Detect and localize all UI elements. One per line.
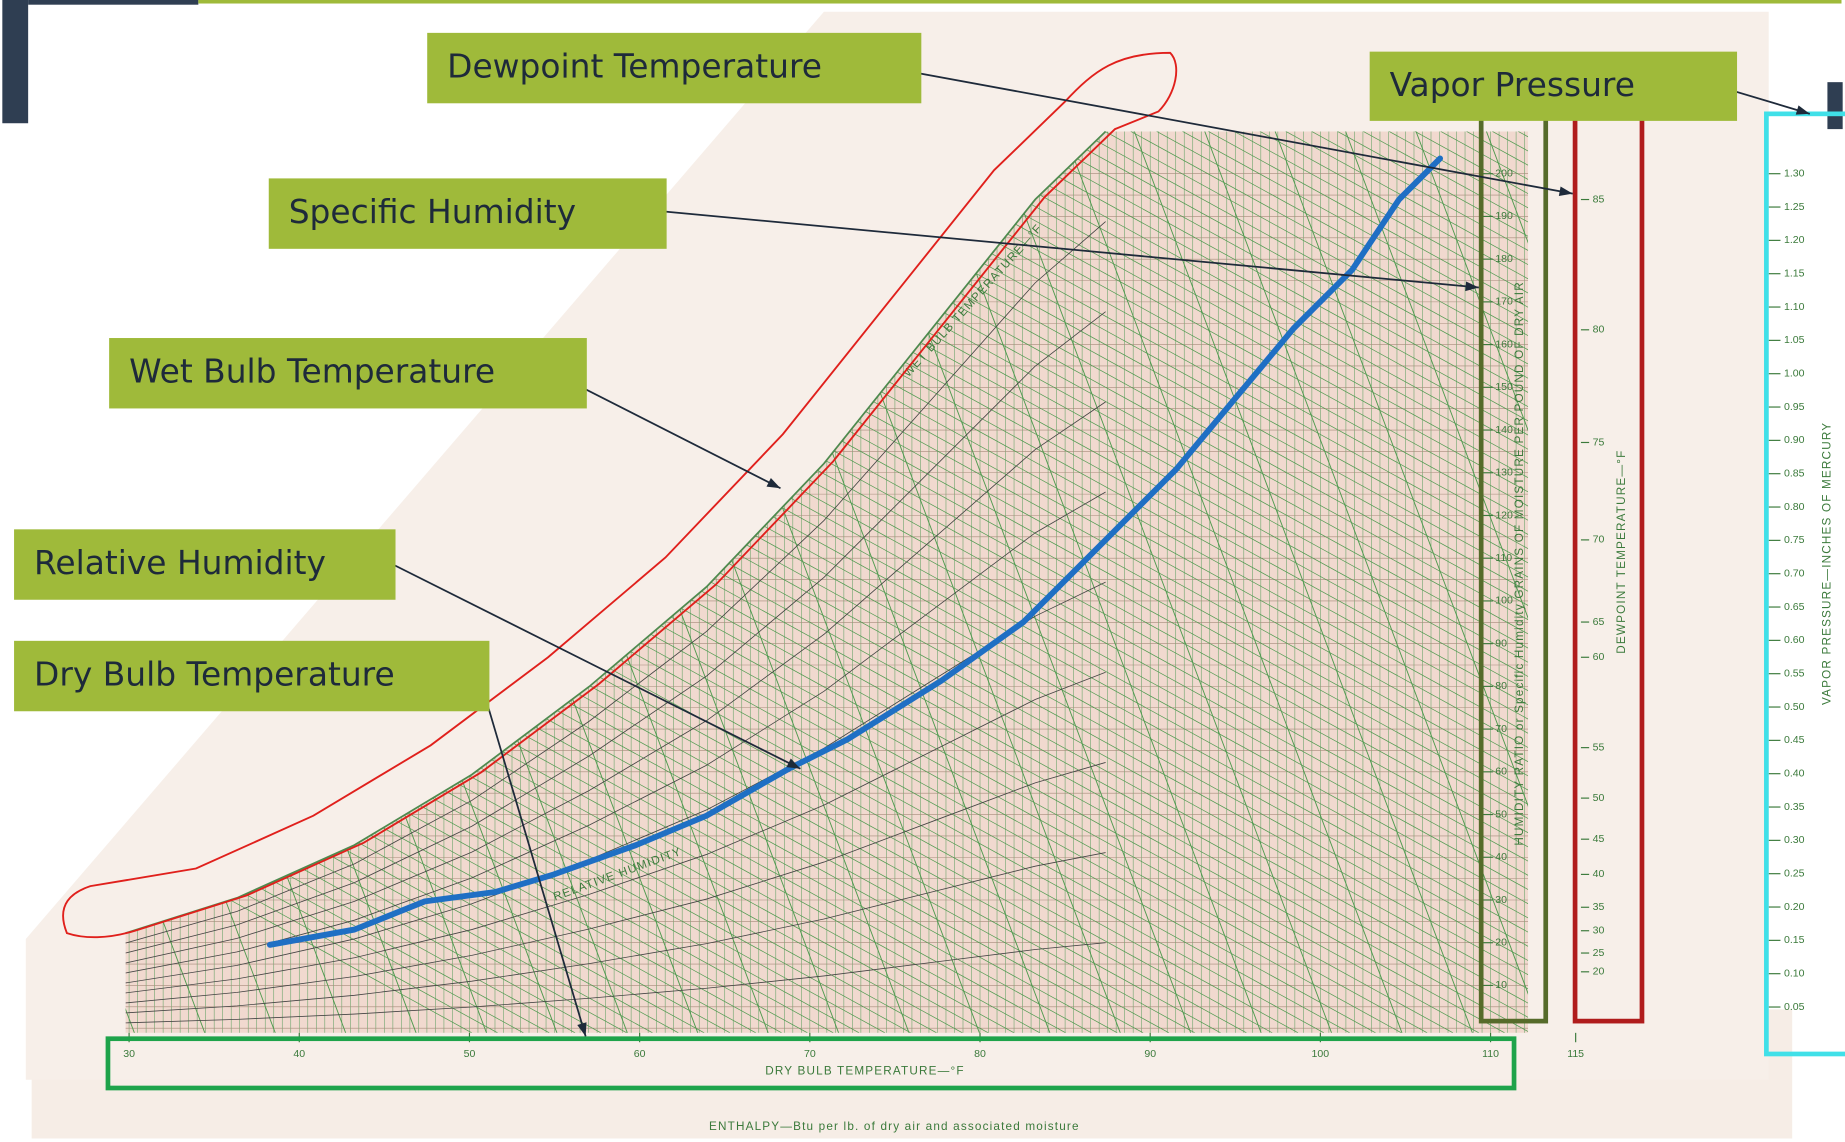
- humidity-tick-label: 20: [1495, 937, 1507, 949]
- dewpoint-tick-label: 65: [1593, 616, 1605, 628]
- vapor-tick-label: 0.60: [1784, 634, 1805, 646]
- vapor-tick-label: 1.30: [1784, 168, 1805, 180]
- vapor-tick-label: 0.15: [1784, 934, 1805, 946]
- x-tick-label: 100: [1312, 1048, 1330, 1060]
- dewpoint-tick-label: 40: [1593, 868, 1605, 880]
- humidity-tick-label: 160: [1495, 338, 1513, 350]
- dewpoint-title: DEWPOINT TEMPERATURE—°F: [1615, 450, 1628, 654]
- vapor-tick-label: 0.35: [1784, 801, 1805, 813]
- x-axis-title: DRY BULB TEMPERATURE—°F: [765, 1065, 964, 1078]
- x-tick-label: 110: [1482, 1048, 1499, 1060]
- vapor-tick-label: 1.20: [1784, 234, 1805, 246]
- humidity-title: HUMIDITY RATIO or Specific Humidity GRAI…: [1513, 281, 1526, 845]
- dewpoint-tick-label: 55: [1593, 741, 1605, 753]
- vapor-tick-label: 0.45: [1784, 734, 1805, 746]
- vapor-tick-label: 1.25: [1784, 201, 1805, 213]
- humidity-tick-label: 110: [1495, 552, 1512, 564]
- volume-line: [0, 117, 2, 1056]
- slide-corner: [1827, 82, 1842, 129]
- vapor-tick-label: 0.90: [1784, 434, 1805, 446]
- dewpoint-tick-label: 35: [1593, 901, 1605, 913]
- humidity-tick-label: 50: [1495, 808, 1507, 820]
- vapor-tick-label: 0.05: [1784, 1001, 1805, 1013]
- enthalpy-title: ENTHALPY—Btu per lb. of dry air and asso…: [709, 1120, 1080, 1133]
- x-tick-label: 90: [1144, 1048, 1156, 1060]
- dewpoint-tick-label: 85: [1593, 193, 1605, 205]
- x-tick-label: 40: [293, 1048, 305, 1060]
- annotated-psychrometric-chart: 30 40 50 60 70 80 90 100 110 115 DRY BULB TEMPERAT…: [0, 0, 1845, 1142]
- vapor-tick-label: 1.10: [1784, 301, 1805, 313]
- humidity-tick-label: 30: [1495, 894, 1507, 906]
- x-tick-label: 60: [634, 1048, 646, 1060]
- x-tick-label: 80: [974, 1048, 986, 1060]
- vapor-tick-label: 1.00: [1784, 367, 1805, 379]
- humidity-tick-label: 60: [1495, 766, 1507, 778]
- humidity-tick-label: 80: [1495, 680, 1507, 692]
- dewpoint-tick-label: 25: [1593, 947, 1605, 959]
- slide-strip: [198, 0, 1841, 4]
- vapor-tick-label: 1.05: [1784, 334, 1805, 346]
- humidity-tick-label: 200: [1495, 168, 1513, 180]
- vapor-title: VAPOR PRESSURE—INCHES OF MERCURY: [1821, 422, 1834, 705]
- humidity-tick-label: 40: [1495, 851, 1507, 863]
- humidity-tick-label: 130: [1495, 467, 1513, 479]
- dewpoint-tick-label: 80: [1593, 324, 1605, 336]
- annotation-label: Specific Humidity: [289, 192, 576, 231]
- slide-corner: [2, 0, 28, 123]
- dewpoint-tick-label: 30: [1593, 925, 1605, 937]
- vapor-tick-label: 0.70: [1784, 567, 1805, 579]
- vapor-tick-label: 0.25: [1784, 867, 1805, 879]
- humidity-tick-label: 190: [1495, 210, 1513, 222]
- annotation-label: Relative Humidity: [34, 543, 326, 582]
- humidity-tick-label: 100: [1495, 595, 1513, 607]
- vapor-tick-label: 0.30: [1784, 834, 1805, 846]
- x-tick-label: 70: [804, 1048, 816, 1060]
- vapor-tick-label: 1.15: [1784, 268, 1805, 280]
- humidity-tick-label: 120: [1495, 509, 1513, 521]
- humidity-tick-label: 70: [1495, 723, 1507, 735]
- dewpoint-tick-label: 75: [1593, 436, 1605, 448]
- annotation-label: Wet Bulb Temperature: [129, 352, 495, 391]
- humidity-tick-label: 90: [1495, 637, 1507, 649]
- annotation-label: Vapor Pressure: [1390, 65, 1635, 104]
- humidity-tick-label: 180: [1495, 253, 1513, 265]
- dewpoint-tick-label: 45: [1593, 833, 1605, 845]
- humidity-tick-label: 140: [1495, 424, 1513, 436]
- vapor-tick-label: 0.85: [1784, 467, 1805, 479]
- vapor-tick-label: 0.65: [1784, 601, 1805, 613]
- vapor-tick-label: 0.50: [1784, 701, 1805, 713]
- vapor-tick-label: 0.80: [1784, 501, 1805, 513]
- annotation-label: Dewpoint Temperature: [447, 47, 822, 86]
- humidity-tick-label: 10: [1495, 979, 1507, 991]
- vapor-tick-label: 0.10: [1784, 967, 1805, 979]
- humidity-tick-label: 150: [1495, 381, 1513, 393]
- dewpoint-tick-label: 20: [1593, 966, 1605, 978]
- vapor-tick-label: 0.55: [1784, 667, 1805, 679]
- vapor-tick-label: 0.40: [1784, 767, 1805, 779]
- vapor-tick-label: 0.95: [1784, 401, 1805, 413]
- x-tick-label: 115: [1567, 1048, 1584, 1060]
- dewpoint-tick-label: 50: [1593, 792, 1605, 804]
- x-tick-label: 50: [464, 1048, 476, 1060]
- slide-strip: [28, 0, 198, 5]
- annotation-label: Dry Bulb Temperature: [34, 655, 395, 694]
- dewpoint-tick-label: 60: [1593, 651, 1605, 663]
- vapor-tick-label: 0.75: [1784, 534, 1805, 546]
- dewpoint-tick-label: 70: [1593, 534, 1605, 546]
- vapor-tick-label: 0.20: [1784, 901, 1805, 913]
- humidity-tick-label: 170: [1495, 296, 1513, 308]
- x-tick-label: 30: [123, 1048, 135, 1060]
